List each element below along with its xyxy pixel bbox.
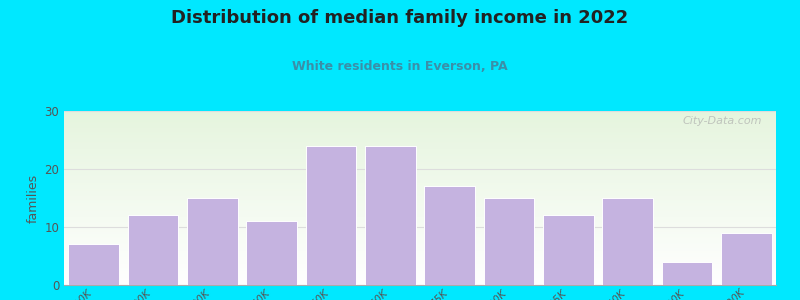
Bar xyxy=(128,215,178,285)
Text: White residents in Everson, PA: White residents in Everson, PA xyxy=(292,60,508,73)
Bar xyxy=(484,198,534,285)
Bar xyxy=(721,233,771,285)
Y-axis label: families: families xyxy=(27,173,40,223)
Bar xyxy=(69,244,119,285)
Bar xyxy=(246,221,297,285)
Bar xyxy=(425,186,475,285)
Bar xyxy=(543,215,594,285)
Bar xyxy=(365,146,415,285)
Bar xyxy=(662,262,712,285)
Bar xyxy=(602,198,653,285)
Bar xyxy=(187,198,238,285)
Text: City-Data.com: City-Data.com xyxy=(682,116,762,126)
Text: Distribution of median family income in 2022: Distribution of median family income in … xyxy=(171,9,629,27)
Bar xyxy=(306,146,356,285)
